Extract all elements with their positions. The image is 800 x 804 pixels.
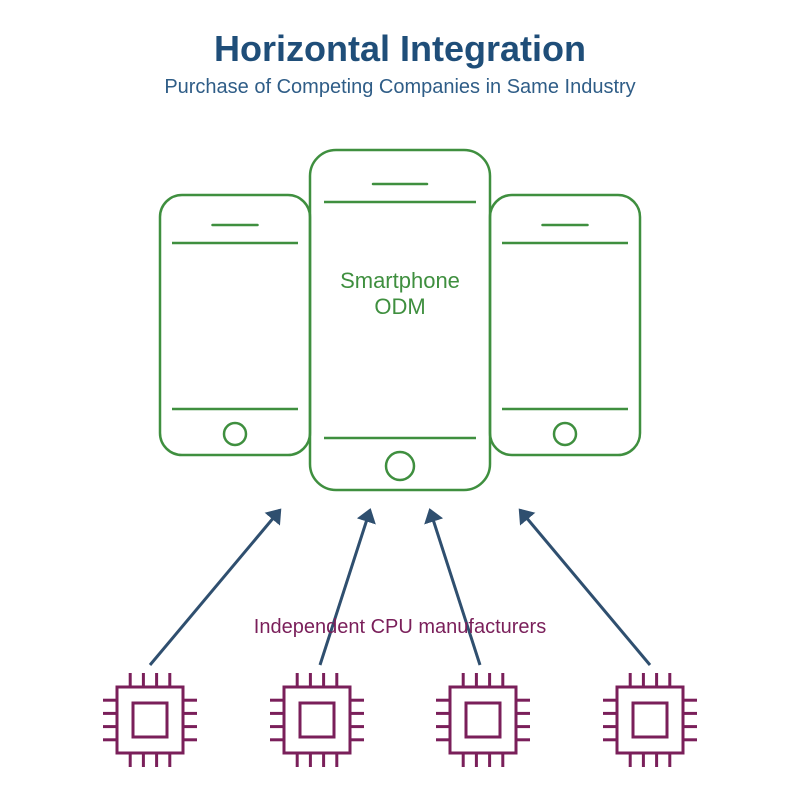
smartphone-icon: [160, 195, 310, 455]
cpu-chip-group: [103, 673, 697, 767]
cpu-chip-icon: [103, 673, 197, 767]
diagram-svg: [0, 0, 800, 804]
smartphone-odm-label: Smartphone ODM: [300, 268, 500, 321]
cpu-chip-icon: [603, 673, 697, 767]
cpu-manufacturers-label: Independent CPU manufacturers: [180, 616, 620, 639]
cpu-chip-icon: [436, 673, 530, 767]
smartphone-odm-label-line2: ODM: [374, 294, 425, 319]
arrow-icon: [150, 510, 280, 665]
cpu-chip-icon: [270, 673, 364, 767]
arrow-icon: [320, 510, 370, 665]
arrow-icon: [430, 510, 480, 665]
arrows-group: [150, 510, 650, 665]
smartphone-icon: [490, 195, 640, 455]
arrow-icon: [520, 510, 650, 665]
diagram-canvas: Horizontal Integration Purchase of Compe…: [0, 0, 800, 804]
smartphone-odm-label-line1: Smartphone: [340, 268, 460, 293]
